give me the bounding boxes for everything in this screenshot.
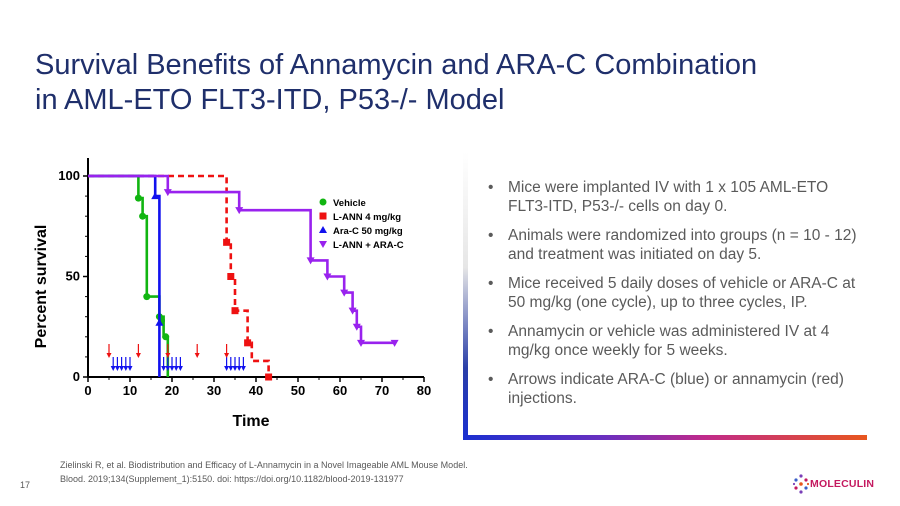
legend-marker <box>319 198 327 206</box>
injection-arrowhead <box>135 353 141 358</box>
injection-arrowhead <box>123 366 129 371</box>
citation-line-2: Blood. 2019;134(Supplement_1):5150. doi:… <box>60 474 404 484</box>
bullet-dot: • <box>488 227 494 244</box>
bullet-text: Animals were randomized into groups (n =… <box>508 227 857 263</box>
legend-marker <box>319 212 327 220</box>
data-point <box>162 333 170 341</box>
bullet-item: • Arrows indicate ARA-C (blue) or annamyc… <box>488 370 864 408</box>
y-tick-label: 100 <box>58 168 80 183</box>
injection-arrowhead <box>114 366 120 371</box>
injection-arrowhead <box>224 353 230 358</box>
citation-line-1: Zielinski R, et al. Biodistribution and … <box>60 460 468 470</box>
data-point <box>163 189 172 197</box>
bullet-text: Arrows indicate ARA-C (blue) or annamyci… <box>508 371 844 407</box>
logo-text: MOLECULIN <box>810 478 875 490</box>
injection-arrowhead <box>228 366 234 371</box>
data-point <box>306 257 315 265</box>
bullet-item: • Annamycin or vehicle was administered I… <box>488 322 864 360</box>
page-number: 17 <box>20 480 31 490</box>
data-point <box>357 339 365 347</box>
data-point <box>155 318 164 326</box>
x-tick-label: 50 <box>291 383 305 398</box>
slide-title-line-2: in AML-ETO FLT3-ITD, P53-/- Model <box>35 84 505 116</box>
bullet-dot: • <box>488 179 494 196</box>
series-line <box>88 174 161 377</box>
series-line <box>88 174 170 377</box>
bullet-text: Mice were implanted IV with 1 x 105 AML-… <box>508 179 829 215</box>
x-tick-label: 30 <box>207 383 221 398</box>
slide-title-line-1: Survival Benefits of Annamycin and ARA-C… <box>35 49 758 81</box>
data-point <box>143 293 151 301</box>
data-point <box>390 339 399 347</box>
injection-arrowhead <box>165 353 171 358</box>
slide-title: Survival Benefits of Annamycin and ARA-C… <box>35 48 855 118</box>
data-point <box>223 238 231 246</box>
data-point <box>235 207 244 215</box>
logo-mark-icon <box>792 474 810 494</box>
panel-bottom-border <box>463 435 867 440</box>
legend-label: L-ANN + ARA-C <box>333 240 404 251</box>
bullet-text: Annamycin or vehicle was administered IV… <box>508 323 830 359</box>
x-tick-label: 40 <box>249 383 263 398</box>
x-tick-label: 60 <box>333 383 347 398</box>
injection-arrowhead <box>161 366 167 371</box>
injection-arrowhead <box>165 366 171 371</box>
data-point <box>244 339 252 347</box>
y-tick-label: 0 <box>73 369 80 384</box>
x-tick-label: 80 <box>417 383 431 398</box>
x-axis-label: Time <box>232 413 269 430</box>
bullet-dot: • <box>488 371 494 388</box>
injection-arrowhead <box>232 366 238 371</box>
x-tick-label: 0 <box>84 383 91 398</box>
legend-label: Vehicle <box>333 198 366 209</box>
injection-arrowhead <box>169 366 175 371</box>
legend-label: L-ANN 4 mg/kg <box>333 212 401 223</box>
series-line <box>88 174 270 377</box>
bullet-item: • Mice were implanted IV with 1 x 105 AML… <box>488 178 864 216</box>
data-point <box>265 373 273 381</box>
injection-arrowhead <box>173 366 179 371</box>
injection-arrowhead <box>240 366 246 371</box>
injection-arrowhead <box>119 366 125 371</box>
x-tick-label: 70 <box>375 383 389 398</box>
injection-arrowhead <box>106 353 112 358</box>
injection-arrowhead <box>224 366 230 371</box>
company-logo: MOLECULIN <box>792 472 882 498</box>
data-point <box>227 273 235 280</box>
bullet-item: • Mice received 5 daily doses of vehicle … <box>488 274 864 312</box>
data-point <box>139 212 147 220</box>
bullet-item: • Animals were randomized into groups (n … <box>488 226 864 264</box>
bullet-text: Mice received 5 daily doses of vehicle o… <box>508 275 856 311</box>
data-point <box>348 307 357 315</box>
injection-arrowhead <box>236 366 242 371</box>
bullet-list: • Mice were implanted IV with 1 x 105 AML… <box>488 178 864 418</box>
injection-arrowhead <box>177 366 183 371</box>
data-point <box>134 194 142 202</box>
legend-marker <box>319 241 327 248</box>
injection-arrowhead <box>127 366 133 371</box>
survival-chart: 0 10 20 30 40 50 60 70 80 0 50 100 Time Percent survi… <box>33 158 431 430</box>
bullet-dot: • <box>488 275 494 292</box>
panel-left-border <box>463 152 468 440</box>
bullet-panel <box>463 152 867 440</box>
data-point <box>340 289 349 297</box>
x-tick-label: 20 <box>165 383 179 398</box>
injection-arrowhead <box>194 353 200 358</box>
legend-label: Ara-C 50 mg/kg <box>333 226 403 237</box>
data-point <box>323 273 332 281</box>
y-tick-label: 50 <box>66 269 80 284</box>
bullet-dot: • <box>488 323 494 340</box>
citation: Zielinski R, et al. Biodistribution and … <box>60 458 620 486</box>
injection-arrowhead <box>110 366 116 371</box>
data-point <box>151 192 160 200</box>
y-axis-label: Percent survival <box>33 225 50 349</box>
x-tick-label: 10 <box>123 383 137 398</box>
data-point <box>352 323 361 331</box>
data-point <box>231 307 239 315</box>
legend-marker <box>319 226 327 233</box>
